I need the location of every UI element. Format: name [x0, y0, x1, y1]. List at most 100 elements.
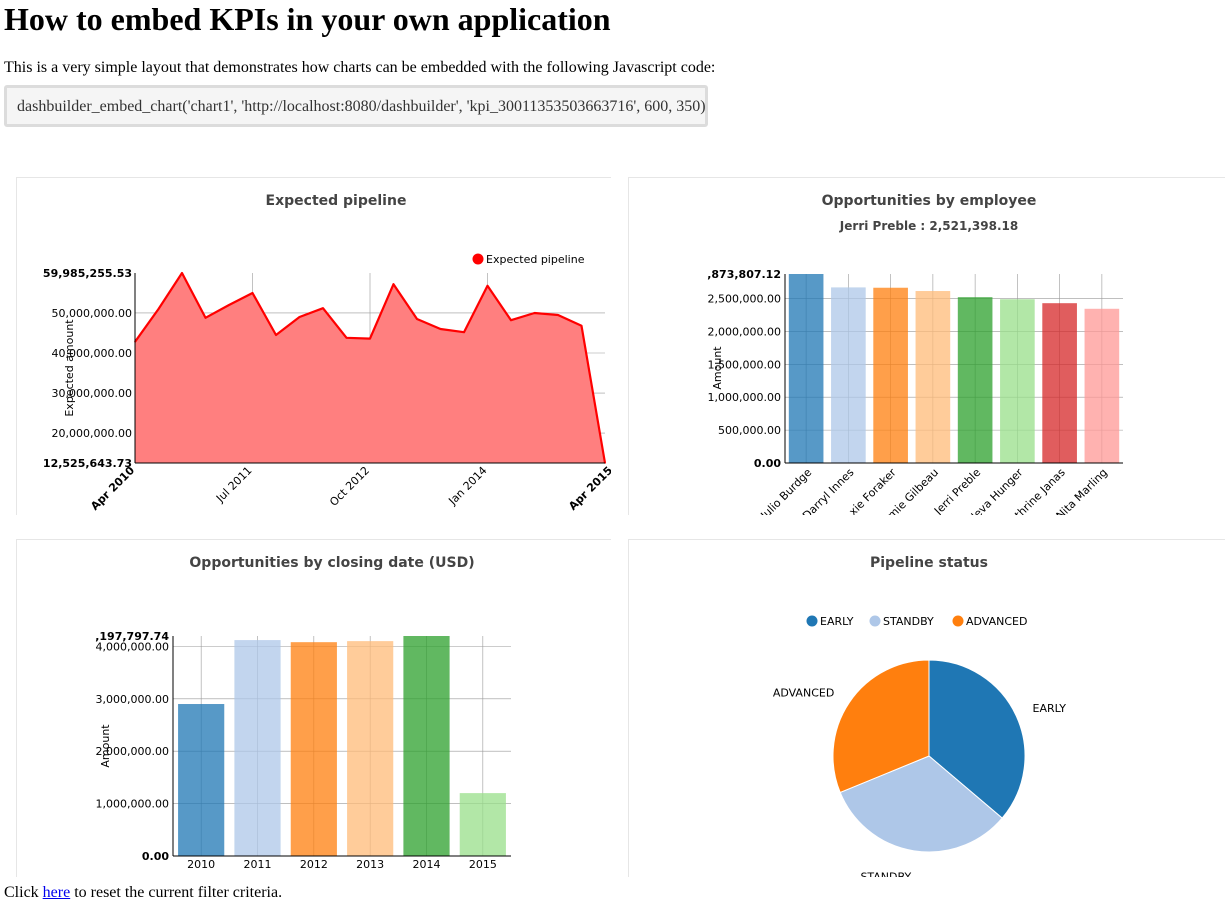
pipeline-x-tick-label: Jan 2014	[445, 464, 489, 508]
employees-chart-title: Opportunities by employee	[822, 193, 1037, 209]
closing-bar	[403, 636, 450, 856]
pipeline-y-tick-label: 20,000,000.00	[52, 427, 132, 440]
status-legend-label: ADVANCED	[966, 615, 1027, 628]
pipeline-y-tick-label: 30,000,000.00	[52, 387, 132, 400]
employees-bar	[1042, 303, 1077, 463]
pipeline-y-max-label: 59,985,255.53	[43, 267, 132, 280]
pipeline-point	[228, 304, 230, 306]
pipeline-point	[369, 337, 371, 340]
closing-x-tick-label: 2013	[356, 858, 384, 871]
pipeline-point	[557, 314, 559, 316]
closing-chart-title: Opportunities by closing date (USD)	[189, 555, 474, 571]
employees-chart-subtitle: Jerri Preble : 2,521,398.18	[839, 219, 1018, 233]
pipeline-chart-title: Expected pipeline	[266, 193, 407, 209]
pipeline-point	[251, 292, 254, 294]
pipeline-legend-label: Expected pipeline	[486, 253, 585, 266]
pipeline-point	[510, 319, 512, 321]
employees-y-tick-label: 1,000,000.00	[708, 391, 781, 404]
pipeline-legend-marker	[472, 253, 484, 265]
closing-bar	[234, 640, 281, 856]
footer-text-after: to reset the current filter criteria.	[70, 884, 283, 901]
closing-x-tick-label: 2010	[187, 858, 215, 871]
closing-bar	[178, 704, 225, 856]
closing-x-tick-label: 2014	[413, 858, 441, 871]
status-slice-label: EARLY	[1033, 702, 1067, 715]
closing-y-tick-label: 4,000,000.00	[96, 640, 169, 653]
status-chart-title: Pipeline status	[870, 555, 988, 571]
closing-y-min-label: 0.00	[142, 850, 169, 863]
pipeline-point	[486, 284, 489, 287]
employees-bar	[831, 287, 866, 463]
status-legend-marker	[869, 615, 881, 627]
status-legend-label: STANDBY	[883, 615, 934, 628]
footer-text-before: Click	[4, 884, 43, 901]
status-slice-label: ADVANCED	[773, 687, 834, 700]
closing-bar	[347, 641, 394, 856]
status-slice	[928, 659, 1026, 819]
employees-bar	[1084, 308, 1120, 463]
footer-text: Click here to reset the current filter c…	[4, 883, 282, 903]
pipeline-area	[135, 273, 605, 463]
pipeline-point	[298, 316, 301, 318]
reset-filter-link[interactable]: here	[42, 884, 71, 901]
employees-bar	[915, 291, 951, 463]
pipeline-point	[416, 318, 418, 320]
status-chart: Pipeline status EARLY STANDBY ADVANCED EARLY…	[773, 555, 1067, 877]
status-slice-label: STANDBY	[860, 871, 911, 877]
employees-bar	[957, 297, 993, 463]
status-legend-label: EARLY	[820, 615, 854, 628]
pipeline-point	[580, 324, 583, 327]
employees-y-tick-label: 2,000,000.00	[708, 325, 781, 338]
pipeline-point	[533, 312, 536, 314]
pipeline-point	[392, 283, 395, 285]
closing-x-tick-label: 2012	[300, 858, 328, 871]
pipeline-point	[345, 336, 348, 339]
status-panel: Pipeline status EARLY STANDBY ADVANCED EARLY…	[628, 539, 1225, 877]
closing-x-tick-label: 2011	[244, 858, 272, 871]
closing-bar	[459, 793, 506, 856]
closing-chart: Opportunities by closing date (USD) 1,000…	[95, 555, 511, 871]
pipeline-x-tick-label: Oct 2012	[327, 464, 372, 509]
employees-bar	[788, 274, 824, 463]
closing-y-tick-label: 3,000,000.00	[96, 693, 169, 706]
employees-bar	[873, 287, 908, 463]
employees-bar	[1000, 299, 1035, 463]
pipeline-point	[157, 308, 160, 310]
employees-y-tick-label: 500,000.00	[718, 424, 781, 437]
employees-y-max-label: ,873,807.12	[707, 268, 781, 281]
closing-y-axis-label: Amount	[99, 724, 112, 768]
closing-y-tick-label: 2,000,000.00	[96, 745, 169, 758]
pipeline-point	[439, 328, 442, 330]
employees-chart: Opportunities by employee Jerri Preble : …	[707, 193, 1123, 515]
closing-x-tick-label: 2015	[469, 858, 497, 871]
pipeline-y-min-label: 12,525,643.73	[43, 457, 132, 470]
pipeline-point	[322, 307, 324, 309]
pipeline-point	[275, 334, 277, 336]
employees-panel: Opportunities by employee Jerri Preble : …	[628, 177, 1225, 515]
page-title: How to embed KPIs in your own applicatio…	[4, 1, 611, 37]
employees-y-tick-label: 2,500,000.00	[708, 293, 781, 306]
pipeline-y-tick-label: 50,000,000.00	[52, 307, 132, 320]
pipeline-point	[463, 331, 465, 333]
closing-panel: Opportunities by closing date (USD) 1,000…	[16, 539, 611, 877]
pipeline-y-tick-label: 40,000,000.00	[52, 347, 132, 360]
employees-y-min-label: 0.00	[754, 457, 781, 470]
pipeline-point	[181, 272, 183, 274]
embed-code-box: dashbuilder_embed_chart('chart1', 'http:…	[4, 85, 708, 127]
intro-text: This is a very simple layout that demons…	[4, 59, 716, 76]
pipeline-panel: Expected pipeline 20,000,000.00 30,000,000…	[16, 177, 611, 515]
pipeline-x-max-label: Apr 2015	[566, 464, 611, 513]
closing-bar	[290, 642, 337, 856]
employees-y-axis-label: Amount	[711, 346, 724, 390]
status-slice	[832, 659, 930, 794]
pipeline-x-min-label: Apr 2010	[88, 464, 137, 513]
pipeline-x-tick-label: Jul 2011	[213, 464, 255, 506]
pipeline-chart: Expected pipeline 20,000,000.00 30,000,000…	[43, 193, 611, 513]
status-legend-marker	[952, 615, 964, 627]
status-slice	[839, 755, 1003, 853]
employees-y-tick-label: 1,500,000.00	[708, 358, 781, 371]
status-legend-marker	[806, 615, 818, 627]
pipeline-y-axis-label: Expected amount	[63, 319, 76, 417]
pipeline-point	[204, 316, 207, 319]
closing-y-tick-label: 1,000,000.00	[96, 798, 169, 811]
